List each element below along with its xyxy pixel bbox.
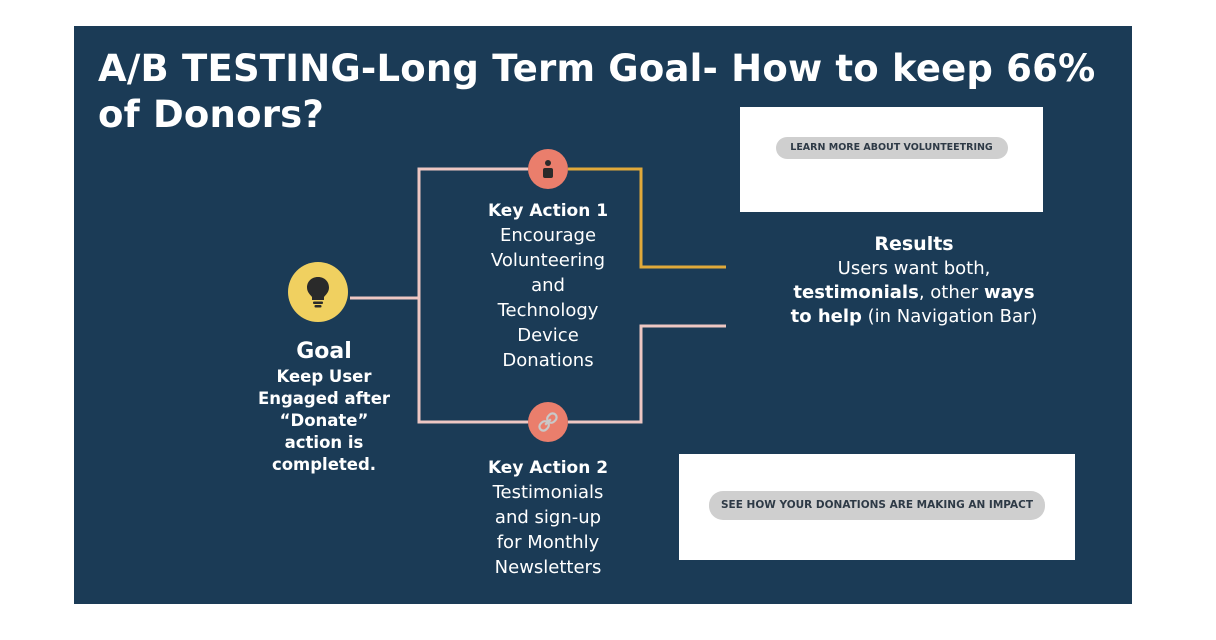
goal-line: “Donate”: [279, 411, 369, 430]
results-bold-to-help: to help: [790, 306, 862, 327]
key-action-1-line: Volunteering: [490, 250, 606, 271]
key-action-2-circle: [528, 402, 568, 442]
person-icon: [543, 160, 553, 178]
goal-line: completed.: [271, 455, 377, 474]
ka1-connector: [417, 167, 528, 298]
results-line-2: testimonials, other ways: [724, 281, 1104, 305]
key-action-1-line: Technology: [497, 300, 599, 321]
goal-title: Goal: [296, 339, 352, 364]
key-action-2-line: Testimonials: [492, 482, 604, 503]
slide-title: A/B TESTING-Long Term Goal- How to keep …: [98, 47, 1096, 136]
key-action-1-text: Key Action 1 Encourage Volunteering and …: [448, 199, 648, 373]
key-action-1-line: and: [531, 275, 565, 296]
goal-circle: [288, 262, 348, 322]
key-action-1-line: Donations: [502, 350, 594, 371]
ka2-connector: [417, 298, 528, 424]
slide: A/B TESTING-Long Term Goal- How to keep …: [74, 26, 1132, 604]
goal-line: Engaged after: [257, 389, 391, 408]
key-action-2-title: Key Action 2: [487, 458, 609, 478]
key-action-1-circle: [528, 149, 568, 189]
results-text: Results Users want both, testimonials, o…: [724, 232, 1104, 329]
goal-line: Keep User: [276, 367, 372, 386]
results-text-navigation: (in Navigation Bar): [861, 306, 1038, 327]
volunteer-screenshot: LEARN MORE ABOUT VOLUNTEETRING: [740, 107, 1043, 212]
goal-text: Goal Keep User Engaged after “Donate” ac…: [234, 338, 414, 476]
lightbulb-icon: [307, 277, 329, 308]
link-icon: [538, 412, 558, 432]
results-line-1: Users want both,: [837, 258, 991, 279]
ka2-results-connector: [568, 324, 726, 424]
impact-screenshot: SEE HOW YOUR DONATIONS ARE MAKING AN IMP…: [679, 454, 1075, 560]
results-text-other: , other: [918, 282, 984, 303]
see-donation-impact-button[interactable]: SEE HOW YOUR DONATIONS ARE MAKING AN IMP…: [709, 490, 1045, 520]
key-action-1-description: Encourage Volunteering and Technology De…: [448, 223, 648, 373]
key-action-2-line: for Monthly: [496, 532, 600, 553]
ka1-results-connector: [568, 167, 726, 269]
results-title: Results: [874, 233, 954, 255]
connector-lines: [350, 167, 726, 424]
key-action-1-line: Encourage: [499, 225, 597, 246]
goal-description: Keep User Engaged after “Donate” action …: [234, 366, 414, 476]
goal-line: action is: [284, 433, 364, 452]
results-description: Users want both, testimonials, other way…: [724, 257, 1104, 329]
key-action-1-line: Device: [517, 325, 579, 346]
key-action-1-title: Key Action 1: [487, 201, 609, 221]
results-bold-testimonials: testimonials: [793, 282, 919, 303]
key-action-2-line: Newsletters: [494, 557, 602, 578]
learn-more-volunteering-button[interactable]: LEARN MORE ABOUT VOLUNTEETRING: [775, 136, 1008, 159]
key-action-2-description: Testimonials and sign-up for Monthly New…: [448, 480, 648, 580]
results-bold-ways: ways: [983, 282, 1035, 303]
key-action-2-text: Key Action 2 Testimonials and sign-up fo…: [448, 456, 648, 580]
key-action-2-line: and sign-up: [494, 507, 602, 528]
results-line-3: to help (in Navigation Bar): [724, 305, 1104, 329]
